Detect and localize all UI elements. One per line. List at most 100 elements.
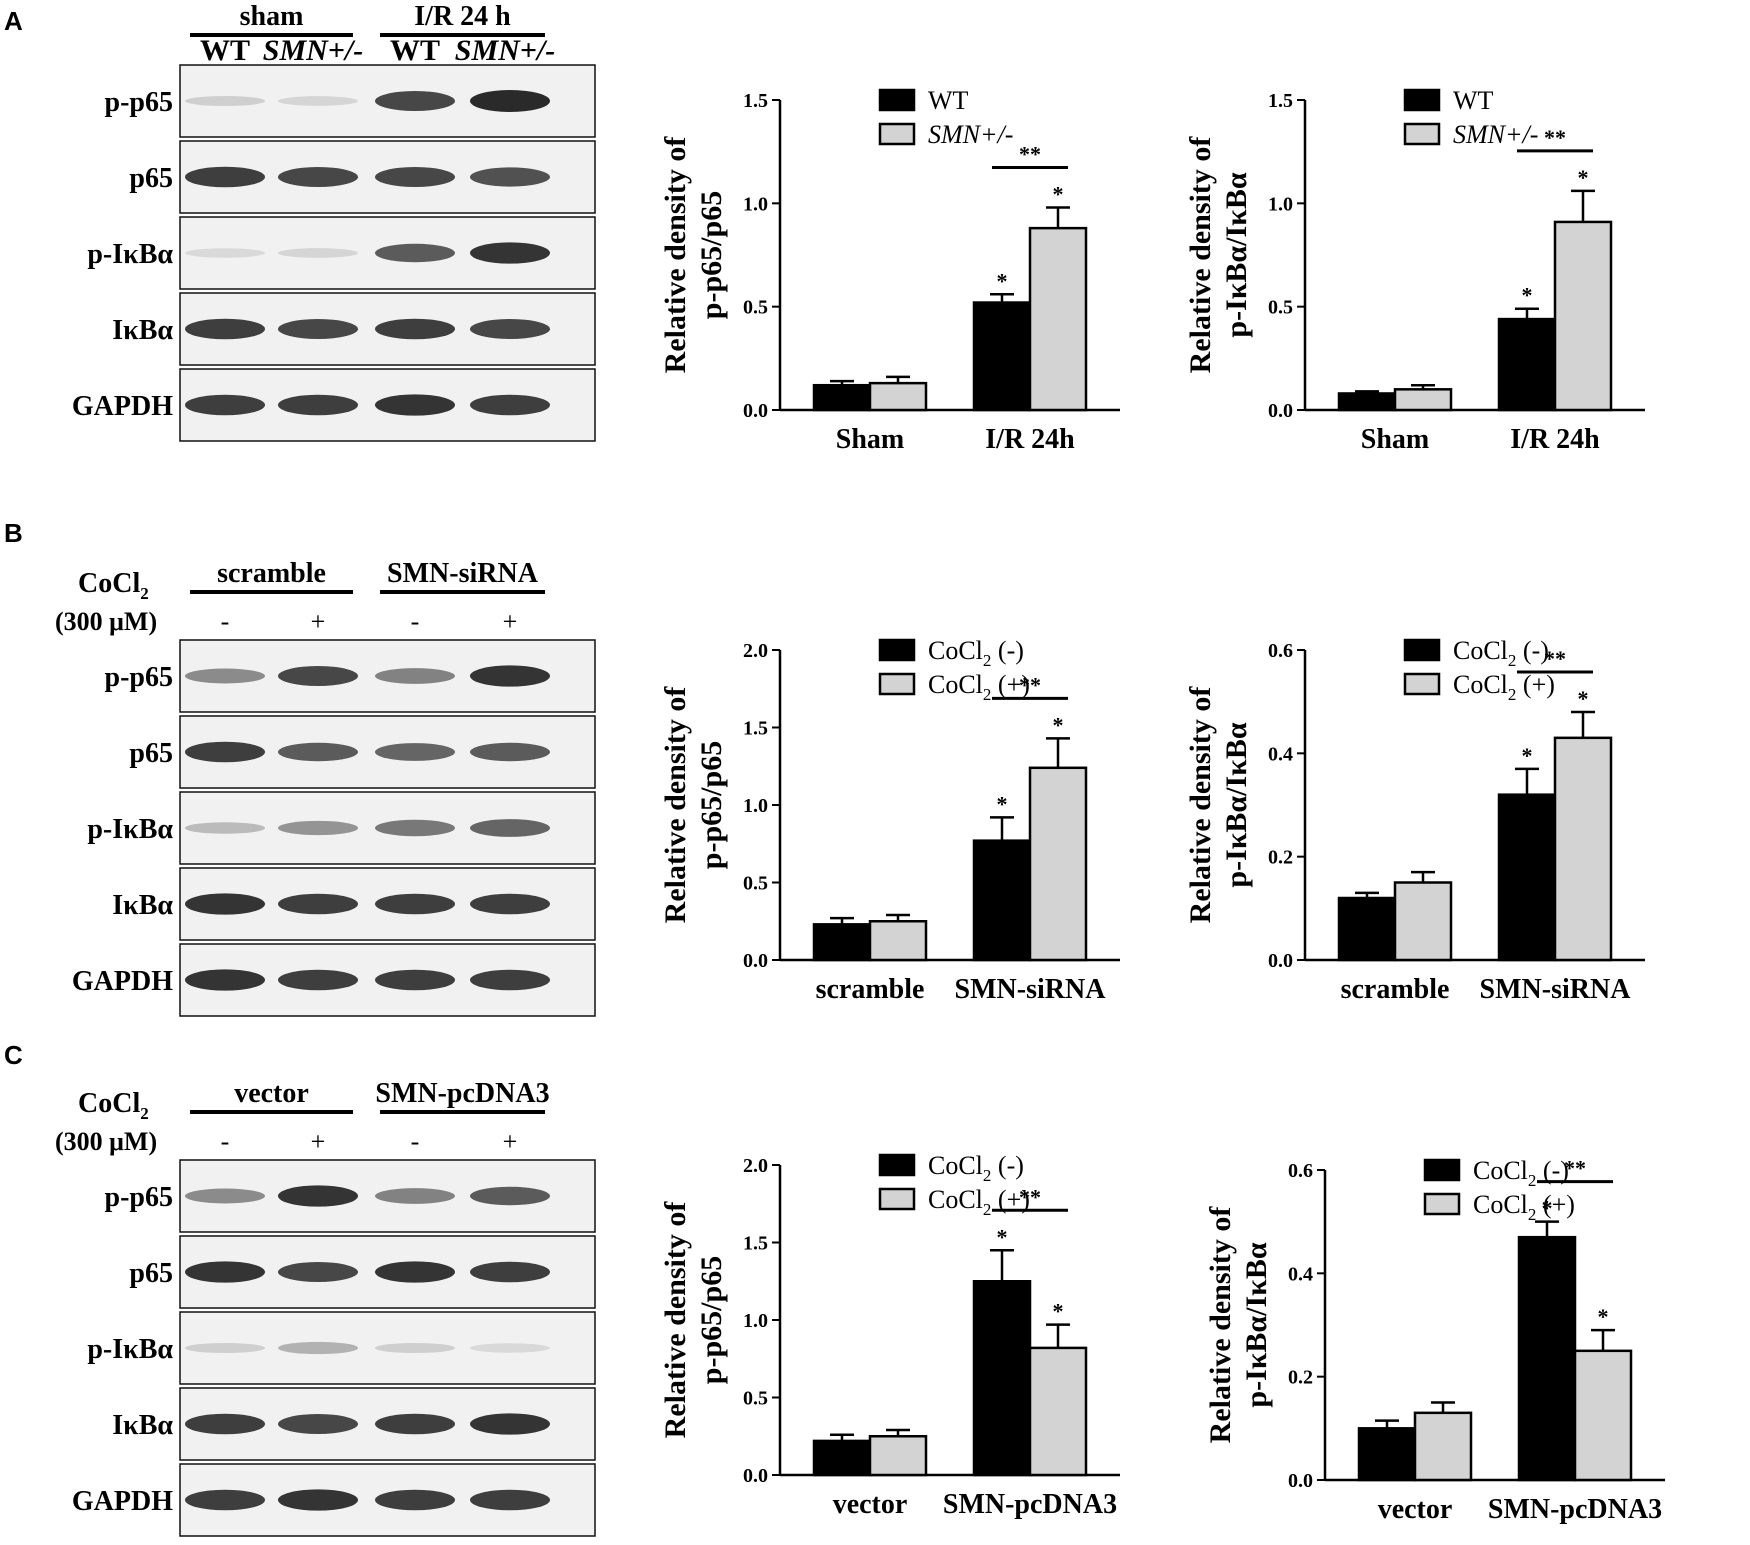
bar	[1337, 392, 1397, 412]
y-tick-label: 0.6	[1288, 1160, 1313, 1182]
blot-row-label: p-p65	[105, 87, 173, 118]
chart-svg-a2: Relative density of p-IκBα/IκBα 0.0 0.5 1.0 1…	[1184, 86, 1645, 455]
legend-swatch	[878, 1153, 916, 1177]
blot-group-line	[190, 1110, 353, 1114]
western-blot-b: scramble SMN-siRNA - + - + CoCl2 (300 μM) p-p65 p…	[0, 540, 640, 1030]
chart-svg-b1: Relative density of p-p65/p65 0.0 0.5 1.0 1.5…	[659, 636, 1120, 1005]
significance-star: *	[1542, 1196, 1553, 1221]
significance-star: *	[997, 1224, 1008, 1249]
blot-band	[278, 1489, 358, 1511]
y-tick-label: 0.5	[743, 1388, 768, 1410]
significance-bracket-label: **	[1019, 1184, 1041, 1209]
blot-band	[278, 1414, 358, 1434]
blot-band	[185, 1188, 265, 1204]
blot-lane-label: +	[311, 1127, 326, 1156]
blot-band	[470, 1343, 550, 1353]
x-tick-label: SMN-siRNA	[955, 974, 1107, 1005]
blot-band	[470, 1186, 550, 1206]
y-axis-label-line2: p-p65/p65	[695, 741, 728, 869]
x-tick-label: scramble	[1341, 974, 1450, 1005]
bar	[1028, 766, 1088, 962]
significance-star: *	[997, 791, 1008, 816]
blot-band	[375, 243, 455, 263]
blot-group-label: SMN-siRNA	[387, 558, 539, 589]
blot-band	[278, 394, 358, 416]
blot-lane-label: +	[503, 607, 518, 636]
y-tick-label: 1.5	[743, 90, 768, 112]
blot-row-label: p-IκBα	[87, 1334, 173, 1365]
blot-band	[375, 1413, 455, 1435]
legend-label: CoCl2 (-)	[928, 1151, 1024, 1185]
significance-bracket-label: **	[1544, 646, 1566, 671]
blot-band	[470, 969, 550, 991]
blot-group-label: SMN-pcDNA3	[375, 1078, 549, 1109]
y-axis-label-line1: Relative density of	[1184, 686, 1217, 924]
blot-row-label: GAPDH	[72, 391, 173, 422]
blot-row-label: p65	[129, 738, 173, 769]
legend-swatch	[878, 638, 916, 662]
legend-swatch	[878, 122, 916, 146]
blot-band	[185, 1489, 265, 1511]
y-axis-label-line1: Relative density of	[659, 136, 692, 374]
blot-group-line	[380, 33, 545, 37]
y-tick-label: 0.0	[1268, 950, 1293, 972]
bar	[1028, 1346, 1088, 1477]
blot-svg-a: sham I/R 24 hWT SMN+/- WT SMN+/-p-p65p65p-Iκ…	[72, 1, 596, 442]
bar	[1413, 1411, 1473, 1482]
blot-band	[470, 394, 550, 416]
y-axis-label-line1: Relative density of	[1204, 1206, 1237, 1444]
chart-b2: Relative density of p-IκBα/IκBα 0.0 0.2 0.4 0…	[1175, 610, 1735, 1030]
blot-band	[278, 820, 358, 836]
blot-lane-label: SMN+/-	[263, 34, 363, 67]
x-tick-label: vector	[833, 1489, 908, 1520]
treatment-label: CoCl2	[78, 1088, 149, 1123]
legend-label: CoCl2 (+)	[928, 1185, 1030, 1219]
legend-label: CoCl2 (-)	[1453, 636, 1549, 670]
blot-row-label: p-p65	[105, 1182, 173, 1213]
bar	[1573, 1349, 1633, 1482]
bar	[972, 301, 1032, 412]
blot-group-line	[380, 1110, 545, 1114]
y-tick-label: 1.0	[1268, 193, 1293, 215]
significance-star: *	[1053, 1299, 1064, 1324]
blot-group-line	[380, 590, 545, 594]
blot-band	[185, 1342, 265, 1354]
y-tick-label: 0.6	[1268, 640, 1293, 662]
blot-row-label: GAPDH	[72, 1486, 173, 1517]
treatment-concentration: (300 μM)	[55, 607, 157, 636]
blot-svg-c: vector SMN-pcDNA3 - + - + CoCl2 (300 μM) p-p65 p6…	[55, 1078, 596, 1537]
blot-row-label: p-IκBα	[87, 814, 173, 845]
blot-row-label: IκBα	[112, 315, 173, 346]
y-tick-label: 2.0	[743, 640, 768, 662]
y-tick-label: 0.4	[1288, 1263, 1313, 1285]
significance-star: *	[997, 268, 1008, 293]
x-tick-label: Sham	[1361, 424, 1429, 455]
legend-swatch	[878, 88, 916, 112]
bar	[812, 1439, 872, 1477]
legend-label: CoCl2 (-)	[1473, 1156, 1569, 1190]
significance-bracket-label: **	[1019, 672, 1041, 697]
legend-label: SMN+/-	[928, 120, 1013, 149]
bar	[868, 920, 928, 962]
blot-band	[375, 394, 455, 416]
significance-star: *	[1522, 743, 1533, 768]
y-axis-label-line2: p-p65/p65	[695, 191, 728, 319]
bar	[812, 383, 872, 412]
blot-band	[278, 893, 358, 915]
panel-letter-b: B	[4, 518, 23, 548]
x-tick-label: SMN-siRNA	[1480, 974, 1632, 1005]
blot-band	[278, 96, 358, 106]
blot-lane-label: -	[221, 1127, 230, 1156]
x-tick-label: Sham	[836, 424, 904, 455]
bar	[1357, 1427, 1417, 1482]
y-tick-label: 0.5	[743, 297, 768, 319]
blot-lane-label: -	[411, 607, 420, 636]
y-tick-label: 0.5	[1268, 297, 1293, 319]
blot-band	[470, 665, 550, 687]
x-tick-label: I/R 24h	[985, 424, 1075, 455]
chart-svg-b2: Relative density of p-IκBα/IκBα 0.0 0.2 0.4 0…	[1184, 636, 1645, 1005]
treatment-concentration: (300 μM)	[55, 1127, 157, 1156]
legend-swatch	[1403, 638, 1441, 662]
blot-row-label: p65	[129, 163, 173, 194]
x-tick-label: SMN-pcDNA3	[1488, 1494, 1662, 1525]
